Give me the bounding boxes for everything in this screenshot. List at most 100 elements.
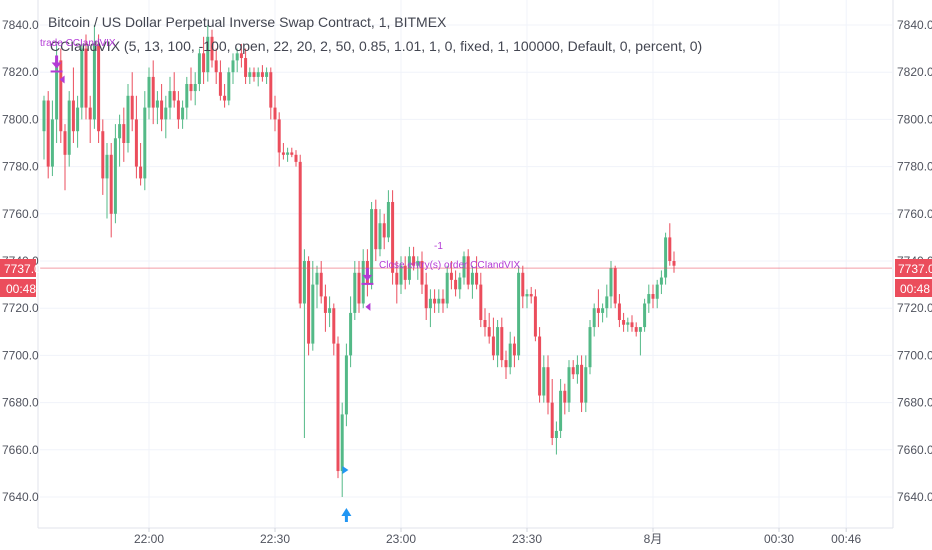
candle-body xyxy=(185,84,189,108)
candle-down xyxy=(202,36,206,84)
y-tick-label: 7660.0 xyxy=(2,443,39,457)
candle-down xyxy=(533,289,537,342)
candle-up xyxy=(542,355,546,403)
candle-down xyxy=(512,336,516,368)
candle-body xyxy=(50,119,54,167)
candle-up xyxy=(437,289,441,313)
candle-body xyxy=(160,100,164,120)
candle-up xyxy=(197,48,201,92)
candle-body xyxy=(374,209,378,250)
candle-body xyxy=(214,60,218,73)
candle-body xyxy=(109,154,113,214)
candle-up xyxy=(105,143,109,219)
candle-body xyxy=(290,152,294,155)
candle-body xyxy=(659,277,663,285)
candle-down xyxy=(634,322,638,337)
candle-body xyxy=(512,343,516,356)
candle-body xyxy=(143,107,147,179)
candle-up xyxy=(76,95,80,148)
candle-down xyxy=(101,119,105,195)
y-tick-label: 7720.0 xyxy=(897,301,932,315)
candle-body xyxy=(441,298,445,304)
candle-up xyxy=(567,360,571,413)
candle-body xyxy=(227,72,231,101)
close-signal-label: Close entry(s) order CCIandVIX xyxy=(379,260,520,271)
y-tick-label: 7700.0 xyxy=(2,348,39,362)
candle-body xyxy=(437,298,441,304)
candle-down xyxy=(273,95,277,132)
x-axis: 22:00 22:30 23:00 23:30 8月 00:30 00:46 xyxy=(134,528,862,546)
candle-body xyxy=(92,43,96,120)
candle-down xyxy=(449,261,453,290)
candle-up xyxy=(311,261,315,351)
close-side-tri xyxy=(365,302,371,311)
candle-body xyxy=(424,284,428,309)
candle-up xyxy=(605,284,609,318)
candle-up xyxy=(328,296,332,328)
x-tick-label: 00:46 xyxy=(831,532,861,546)
candle-body xyxy=(260,72,264,77)
candle-body xyxy=(256,72,260,77)
y-tick-label: 7660.0 xyxy=(897,443,932,457)
candle-body xyxy=(172,91,176,101)
candle-up xyxy=(378,209,382,257)
candle-down xyxy=(571,360,575,379)
candle-body xyxy=(328,308,332,313)
candle-down xyxy=(651,284,655,309)
candle-up xyxy=(638,327,642,356)
candle-body xyxy=(630,322,634,328)
candle-down xyxy=(672,251,676,273)
candle-body xyxy=(496,327,500,356)
candle-down xyxy=(294,150,298,167)
candle-up xyxy=(168,76,172,120)
candle-down xyxy=(538,327,542,403)
x-tick-label: 22:30 xyxy=(260,532,290,546)
candle-body xyxy=(617,303,621,320)
price-badge-left: 7737.0 00:48 xyxy=(0,259,41,297)
candle-body xyxy=(181,107,185,120)
candle-body xyxy=(315,272,319,285)
candle-up xyxy=(349,296,353,368)
entry-signal-label: trade CCIandVIX xyxy=(40,38,116,49)
candle-body xyxy=(286,152,290,155)
candle-down xyxy=(668,223,672,266)
entry-side-tri xyxy=(59,75,65,84)
candle-down xyxy=(433,289,437,313)
candle-body xyxy=(647,294,651,304)
candle-up xyxy=(206,25,210,82)
candle-body xyxy=(164,107,168,120)
candle-up xyxy=(256,67,260,87)
candle-down xyxy=(491,317,495,361)
candle-body xyxy=(529,294,533,297)
candle-body xyxy=(403,265,407,280)
candle-down xyxy=(109,143,113,238)
candle-down xyxy=(336,336,340,479)
candle-body xyxy=(332,308,336,344)
candle-body xyxy=(533,296,537,337)
candle-body xyxy=(567,367,571,403)
candle-up xyxy=(508,331,512,375)
candle-body xyxy=(361,261,365,304)
candle-body xyxy=(176,100,180,120)
x-tick-label: 8月 xyxy=(644,532,663,546)
candle-up xyxy=(147,67,151,120)
candle-body xyxy=(269,72,273,108)
candle-up xyxy=(67,91,71,167)
candle-body xyxy=(265,72,269,77)
candle-body xyxy=(420,261,424,285)
candle-body xyxy=(168,91,172,108)
candle-up xyxy=(601,303,605,323)
candle-body xyxy=(462,256,466,278)
candle-down xyxy=(218,60,222,101)
candle-body xyxy=(470,272,474,285)
candle-up xyxy=(626,317,630,332)
candle-body xyxy=(248,72,252,77)
candle-down xyxy=(550,379,554,446)
candle-down xyxy=(466,249,470,290)
candle-body xyxy=(433,298,437,304)
candle-up xyxy=(181,100,185,129)
candle-body xyxy=(130,95,134,120)
candle-up xyxy=(113,124,117,224)
